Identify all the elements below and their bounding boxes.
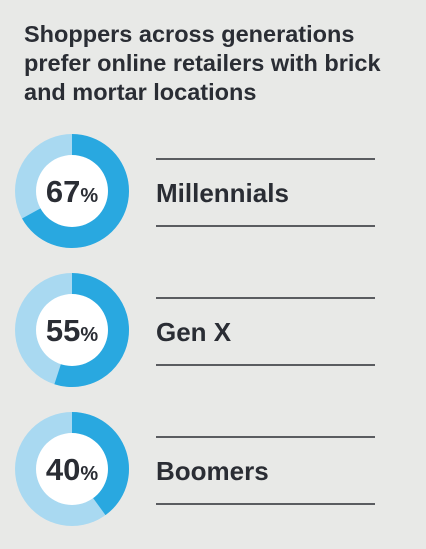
- category-label: Gen X: [156, 317, 232, 347]
- value-label: 55%: [46, 313, 98, 348]
- category-label: Boomers: [156, 456, 269, 486]
- donut-hole: [36, 294, 108, 366]
- value-label: 67%: [46, 174, 98, 209]
- chart-title: Shoppers across generations prefer online…: [24, 21, 381, 105]
- donut-hole: [36, 433, 108, 505]
- donut-hole: [36, 155, 108, 227]
- category-label: Millennials: [156, 178, 289, 208]
- value-label: 40%: [46, 452, 98, 487]
